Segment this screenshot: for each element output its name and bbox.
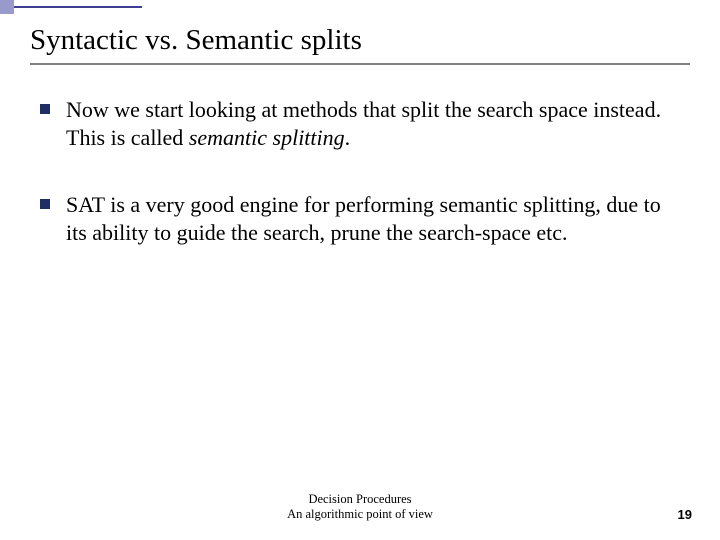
bullet-item: SAT is a very good engine for performing… xyxy=(40,191,672,246)
slide-footer: Decision Procedures An algorithmic point… xyxy=(0,492,720,522)
footer-line-2: An algorithmic point of view xyxy=(0,507,720,522)
slide-title: Syntactic vs. Semantic splits xyxy=(30,24,690,63)
slide-content: Now we start looking at methods that spl… xyxy=(40,96,672,286)
bullet-square-icon xyxy=(40,199,50,209)
title-block: Syntactic vs. Semantic splits xyxy=(30,24,690,65)
corner-decoration xyxy=(0,0,140,14)
bullet-text: SAT is a very good engine for performing… xyxy=(66,191,672,246)
bullet-item: Now we start looking at methods that spl… xyxy=(40,96,672,151)
bullet-square-icon xyxy=(40,104,50,114)
footer-line-1: Decision Procedures xyxy=(0,492,720,507)
corner-line-icon xyxy=(14,6,142,8)
bullet-text: Now we start looking at methods that spl… xyxy=(66,96,672,151)
title-underline xyxy=(30,63,690,65)
page-number: 19 xyxy=(678,507,692,522)
corner-square-icon xyxy=(0,0,14,14)
